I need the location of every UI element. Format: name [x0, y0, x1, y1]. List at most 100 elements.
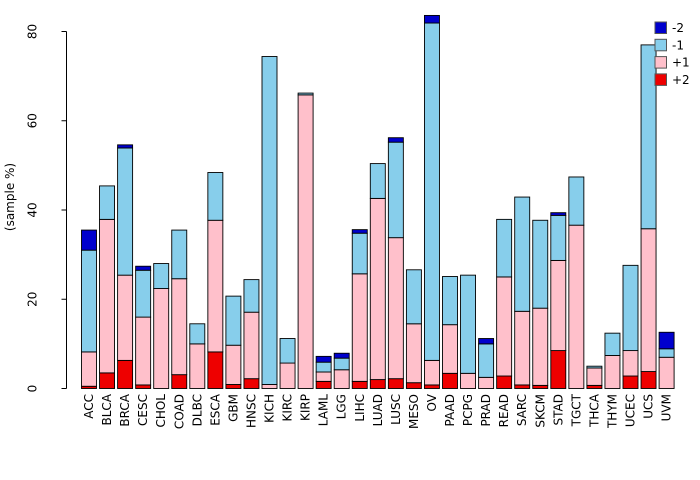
bar-segment-plus2: [207, 351, 224, 389]
x-category-label: CESC: [136, 394, 150, 426]
y-tick-label: 80: [26, 24, 40, 39]
bar-segment-plus2: [586, 384, 603, 389]
bar-segment-plus2: [622, 375, 639, 389]
bar-segment-plus1: [99, 218, 116, 374]
legend-label: -2: [672, 21, 684, 35]
bar-segment-plus1: [261, 384, 278, 389]
bar-segment-minus1: [514, 196, 531, 312]
bar-cesc: [135, 265, 152, 389]
x-category-label: BLCA: [100, 393, 114, 425]
bar-segment-plus2: [496, 375, 513, 389]
x-category-label: PRAD: [479, 394, 493, 427]
bar-segment-plus1: [442, 324, 458, 374]
bar-segment-minus1: [405, 269, 422, 325]
bar-gbm: [225, 295, 242, 389]
bar-brca: [117, 144, 134, 389]
generated-chart-content: 0 20 40 60 80 ACC BLCA BRCA CESC CHOL COAD DLBC ESCA…: [26, 14, 690, 429]
bar-thym: [604, 332, 621, 389]
bar-segment-plus1: [550, 259, 567, 352]
bar-segment-plus1: [297, 94, 314, 389]
bar-lgg: [333, 352, 350, 389]
bar-segment-plus1: [604, 355, 621, 389]
legend-swatch-plus2: [654, 73, 667, 86]
bar-segment-plus1: [153, 288, 170, 389]
bar-segment-plus2: [550, 350, 567, 389]
bar-segment-minus2: [658, 331, 675, 350]
x-category-label: LUSC: [389, 394, 403, 425]
bar-segment-plus1: [405, 323, 422, 384]
bar-segment-minus1: [99, 185, 116, 220]
bar-segment-minus1: [297, 92, 314, 96]
bar-segment-minus1: [261, 56, 278, 385]
bar-segment-plus2: [225, 384, 242, 389]
bar-kich: [261, 56, 278, 389]
bar-segment-plus1: [640, 228, 657, 372]
x-category-label: THYM: [605, 394, 619, 429]
bar-segment-minus1: [243, 279, 260, 313]
legend-label: +1: [672, 56, 690, 70]
bar-segment-minus1: [496, 218, 513, 278]
bar-pcpg: [460, 274, 476, 389]
bar-segment-plus1: [568, 224, 585, 389]
y-tick-label: 40: [26, 202, 40, 217]
bar-segment-minus1: [568, 176, 585, 226]
x-category-label: CHOL: [154, 394, 168, 428]
x-category-label: READ: [497, 394, 511, 427]
bar-sarc: [514, 196, 531, 389]
y-tick-label: 20: [26, 292, 40, 307]
bar-segment-minus2: [81, 229, 97, 251]
bar-segment-plus1: [243, 311, 260, 380]
bar-acc: [81, 229, 97, 389]
bar-segment-minus1: [315, 361, 332, 373]
bar-segment-plus2: [369, 379, 386, 389]
bar-segment-plus1: [333, 369, 350, 389]
bar-segment-minus2: [478, 338, 495, 345]
bar-kirp: [297, 92, 314, 389]
bar-segment-plus1: [658, 356, 675, 389]
bar-luad: [369, 163, 386, 389]
bar-tgct: [568, 176, 585, 389]
bar-ov: [424, 14, 440, 389]
bar-segment-minus1: [604, 332, 621, 356]
bar-segment-plus1: [369, 197, 386, 381]
bar-blca: [99, 185, 116, 389]
bar-segment-minus1: [225, 295, 242, 346]
bar-segment-plus1: [496, 276, 513, 377]
x-category-label: MESO: [407, 394, 421, 429]
bar-segment-minus1: [622, 264, 639, 352]
x-category-label: THCA: [587, 393, 601, 428]
bar-segment-minus1: [333, 357, 350, 371]
bar-lihc: [351, 229, 368, 389]
bar-segment-minus1: [532, 219, 549, 309]
x-category-label: LGG: [335, 394, 349, 419]
y-tick-label: 0: [26, 385, 40, 393]
bar-segment-plus2: [171, 374, 188, 389]
bar-segment-plus1: [351, 273, 368, 382]
bar-segment-plus1: [279, 362, 296, 389]
bar-segment-minus1: [460, 274, 476, 374]
bar-skcm: [532, 219, 549, 389]
legend: -2 -1 +1 +2: [654, 21, 690, 87]
bar-thca: [586, 365, 603, 389]
x-category-label: PAAD: [443, 394, 457, 426]
bar-segment-minus2: [135, 265, 152, 271]
bar-segment-plus2: [405, 382, 422, 389]
bar-segment-plus1: [478, 376, 495, 389]
bar-lusc: [387, 137, 404, 389]
x-category-label: SARC: [515, 394, 529, 426]
bar-segment-plus2: [243, 378, 260, 389]
bar-dlbc: [189, 323, 206, 389]
bar-segment-minus1: [117, 147, 134, 276]
legend-swatch-minus1: [654, 38, 667, 52]
x-category-label: PCPG: [461, 394, 475, 426]
bar-segment-plus2: [99, 372, 116, 389]
bar-chol: [153, 263, 170, 389]
bar-segment-minus1: [135, 269, 152, 318]
x-category-label: KIRC: [281, 394, 295, 422]
legend-label: -1: [672, 38, 684, 52]
bar-segment-minus2: [315, 355, 332, 363]
bar-segment-plus1: [514, 310, 531, 386]
bar-segment-plus2: [351, 380, 368, 389]
bar-segment-plus1: [189, 343, 206, 389]
